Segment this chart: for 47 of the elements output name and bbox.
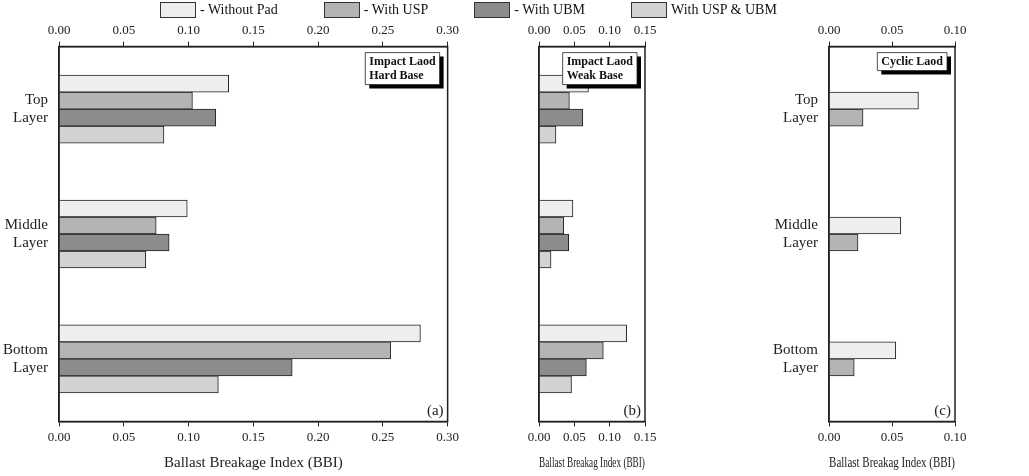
- x-tick-label: 0.10: [598, 428, 622, 444]
- x-axis-title: Ballast Breakage Index (BBI): [163, 453, 343, 471]
- annotation: (a): [426, 401, 444, 419]
- x-tick-label: 0.00: [817, 428, 841, 444]
- x2-tick-label: 0.05: [880, 22, 904, 38]
- legend-label: - Without Pad: [200, 2, 278, 18]
- x2-tick-label: 0.05: [562, 22, 586, 38]
- x-tick-label: 0.10: [177, 428, 200, 444]
- x2-tick-label: 0.15: [241, 22, 265, 38]
- x-tick-label: 0.20: [306, 428, 330, 444]
- y-tick-label: Bottom Layer: [2, 340, 49, 375]
- x-tick-label: 0.30: [436, 428, 459, 444]
- legend-label: With USP & UBM: [671, 2, 777, 18]
- x-tick-label: 0.05: [112, 428, 136, 444]
- x2-tick-label: 0.10: [943, 22, 967, 38]
- y-tick-label: Top Layer: [783, 91, 819, 125]
- x2-tick-label: 0.25: [371, 22, 395, 38]
- annotation: (b): [623, 401, 641, 419]
- x2-tick-label: 0.00: [47, 22, 71, 38]
- legend-label: - With UBM: [514, 2, 586, 18]
- x-tick-label: 0.15: [241, 428, 265, 444]
- y-tick-label: Bottom Layer: [772, 340, 819, 375]
- x-axis-title: Ballast Breakag Index (BBI): [829, 453, 955, 471]
- y-tick-label: Middle Layer: [4, 215, 49, 250]
- x2-tick-label: 0.20: [306, 22, 330, 38]
- y-tick-label: Middle Layer: [774, 215, 819, 250]
- annotation: Impact Laod Hard Base: [369, 53, 436, 82]
- x-tick-label: 0.25: [371, 428, 395, 444]
- annotation: Cyclic Laod: [881, 53, 944, 68]
- annotation: Impact Laod Weak Base: [566, 53, 634, 82]
- x-tick-label: 0.00: [47, 428, 71, 444]
- x2-tick-label: 0.10: [177, 22, 200, 38]
- x2-tick-label: 0.00: [817, 22, 841, 38]
- x-tick-label: 0.15: [633, 428, 657, 444]
- x2-tick-label: 0.00: [527, 22, 551, 38]
- x2-tick-label: 0.15: [633, 22, 657, 38]
- x-tick-label: 0.10: [943, 428, 967, 444]
- x-tick-label: 0.00: [527, 428, 551, 444]
- x2-tick-label: 0.10: [598, 22, 622, 38]
- annotation: (c): [934, 401, 951, 419]
- x2-tick-label: 0.30: [436, 22, 459, 38]
- x-tick-label: 0.05: [880, 428, 904, 444]
- y-tick-label: Top Layer: [13, 91, 49, 125]
- x-axis-title: Ballast Breakag Index (BBI): [539, 453, 645, 471]
- x2-tick-label: 0.05: [112, 22, 136, 38]
- x-tick-label: 0.05: [562, 428, 586, 444]
- legend-label: - With USP: [363, 2, 429, 18]
